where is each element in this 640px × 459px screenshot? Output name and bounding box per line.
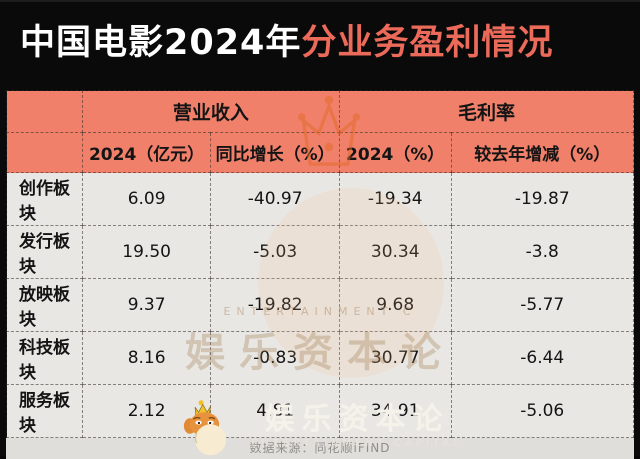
cell-value: -19.87: [450, 172, 635, 226]
corner-cell: [6, 90, 83, 133]
cell-value: 6.09: [81, 172, 212, 226]
group-header-revenue: 营业收入: [81, 90, 340, 133]
cell-value: 8.16: [81, 331, 212, 385]
table-header: 营业收入 毛利率 2024（亿元） 同比增长（%） 2024（%） 较去年增减（…: [6, 90, 635, 173]
cell-value: -0.83: [210, 331, 340, 385]
cell-value: -19.34: [338, 172, 452, 226]
source-note: 数据来源：同花顺iFIND: [6, 438, 634, 459]
mascot-icon: [184, 400, 227, 456]
profit-table: 营业收入 毛利率 2024（亿元） 同比增长（%） 2024（%） 较去年增减（…: [6, 90, 635, 438]
col-header-margin-change: 较去年增减（%）: [450, 132, 635, 173]
row-label: 创作板块: [6, 172, 83, 226]
brand-logo: 娱乐资本论 ENTERTAINMENT CAPITAL: [0, 394, 640, 458]
col-header-revenue-2024: 2024（亿元）: [81, 132, 212, 173]
column-header-row: 2024（亿元） 同比增长（%） 2024（%） 较去年增减（%）: [6, 132, 635, 173]
logo-en-text: ENTERTAINMENT CAPITAL: [251, 438, 463, 449]
cell-value: 4.81: [210, 384, 340, 438]
cell-value: 19.50: [81, 225, 212, 279]
table-row: 放映板块 9.37 -19.82 9.68 -5.77: [6, 278, 635, 332]
title-accent-text: 分业务盈利情况: [301, 23, 554, 63]
table-row: 服务板块 2.12 4.81 34.91 -5.06: [6, 384, 635, 438]
profit-table-card: 营业收入 毛利率 2024（亿元） 同比增长（%） 2024（%） 较去年增减（…: [6, 90, 635, 459]
title-main-text: 中国电影2024年: [20, 23, 302, 63]
cell-value: -5.03: [210, 225, 340, 279]
page-title: 中国电影2024年分业务盈利情况: [20, 14, 553, 65]
group-header-margin: 毛利率: [338, 90, 635, 133]
group-header-row: 营业收入 毛利率: [6, 90, 635, 133]
cell-value: -5.06: [450, 384, 635, 438]
cell-value: 9.68: [338, 278, 452, 332]
cell-value: -6.44: [450, 331, 635, 385]
row-label: 服务板块: [6, 384, 83, 438]
row-label: 放映板块: [6, 278, 83, 332]
logo-text-block: 娱乐资本论 ENTERTAINMENT CAPITAL: [251, 403, 462, 449]
col-header-margin-2024: 2024（%）: [338, 132, 452, 173]
cell-value: -5.77: [450, 278, 635, 332]
cell-value: 30.77: [338, 331, 452, 385]
logo-cn-text: 娱乐资本论: [264, 402, 450, 437]
table-row: 创作板块 6.09 -40.97 -19.34 -19.87: [6, 172, 635, 226]
cell-value: 9.37: [81, 278, 212, 332]
cell-value: 30.34: [338, 225, 452, 279]
row-label: 科技板块: [6, 331, 83, 385]
table-body: 创作板块 6.09 -40.97 -19.34 -19.87 发行板块 19.50 -5.03…: [6, 172, 635, 438]
table-row: 发行板块 19.50 -5.03 30.34 -3.8: [6, 225, 635, 279]
cell-value: 34.91: [338, 384, 452, 438]
cell-value: -40.97: [210, 172, 340, 226]
row-label: 发行板块: [6, 225, 83, 279]
cell-value: -19.82: [210, 278, 340, 332]
cell-value: -3.8: [450, 225, 635, 279]
col-header-yoy-growth: 同比增长（%）: [210, 132, 340, 173]
corner-cell: [6, 132, 83, 173]
table-row: 科技板块 8.16 -0.83 30.77 -6.44: [6, 331, 635, 385]
